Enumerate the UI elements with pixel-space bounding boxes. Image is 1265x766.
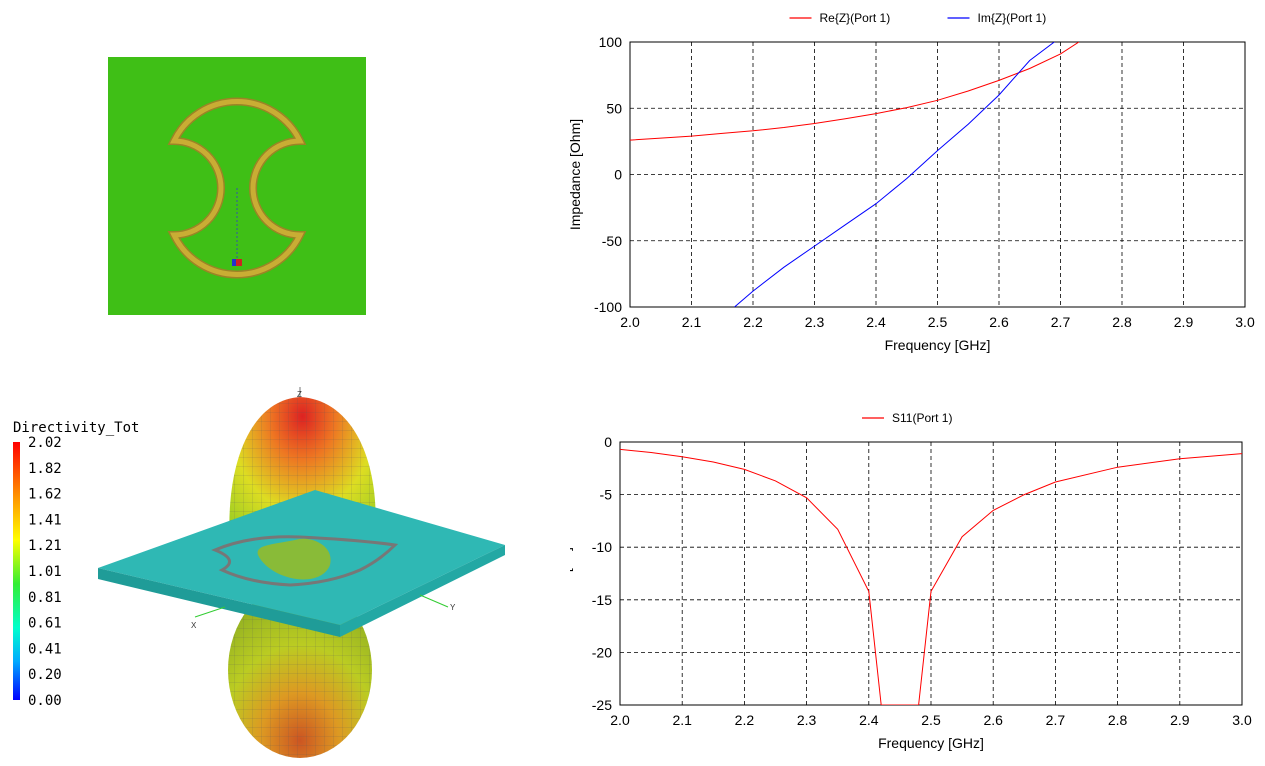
s11-x-tick-label: 2.9 (1170, 712, 1190, 728)
ring-outline (211, 535, 399, 587)
pattern-svg: Directivity_Tot 2.02 1.82 1.62 1.41 1.21 1.01… (13, 387, 505, 758)
board-edge-front (98, 568, 340, 637)
colorbar (13, 442, 20, 700)
colorbar-tick-label: 1.41 (28, 512, 62, 528)
impedance-x-tick-label: 2.7 (1051, 314, 1071, 330)
s11-x-tick-label: 2.7 (1046, 712, 1066, 728)
impedance-x-tick-label: 2.0 (620, 314, 640, 330)
s11-y-tick-label: -25 (592, 697, 612, 713)
s11-y-tick-label: -5 (600, 487, 613, 503)
colorbar-tick-label: 2.02 (28, 435, 62, 451)
impedance-x-tick-label: 2.5 (928, 314, 948, 330)
colorbar-tick-label: 1.62 (28, 487, 62, 503)
colorbar-tick-label: 0.81 (28, 590, 62, 606)
impedance-x-tick-label: 2.1 (682, 314, 702, 330)
impedance-chart: 2.0 2.1 2.2 2.3 2.4 2.5 2.6 2.7 2.8 2.9 3.0 100 50 0 -… (567, 0, 1265, 372)
colorbar-tick-label: 0.61 (28, 616, 62, 632)
x-axis-label: X (191, 621, 197, 630)
s11-x-tick-label: 2.8 (1108, 712, 1128, 728)
board-edge-side (340, 545, 505, 637)
colorbar-tick-label: 1.01 (28, 564, 62, 580)
impedance-x-tick-label: 2.8 (1112, 314, 1132, 330)
s11-chart: 2.0 2.1 2.2 2.3 2.4 2.5 2.6 2.7 2.8 2.9 3.0 0 -5 -10 -… (557, 396, 1265, 761)
s11-y-tick-label: -20 (592, 644, 612, 660)
impedance-x-tick-label: 2.9 (1174, 314, 1194, 330)
s11-x-tick-label: 2.5 (921, 712, 941, 728)
s11-x-axis-label: Frequency [GHz] (878, 735, 984, 751)
ring-trace (167, 97, 307, 279)
x-axis (194, 606, 226, 618)
z-axis-label: Z (297, 390, 302, 399)
colorbar-tick-label: 1.82 (28, 461, 62, 477)
impedance-y-tick-label: -100 (594, 299, 622, 315)
port-marker-blue (232, 259, 236, 266)
impedance-x-tick-label: 2.4 (866, 314, 886, 330)
impedance-chart-svg: 2.0 2.1 2.2 2.3 2.4 2.5 2.6 2.7 2.8 2.9 3.0 100 50 0 -… (567, 11, 1255, 353)
s11-y-tick-label: -10 (592, 539, 612, 555)
colorbar-tick-label: 1.21 (28, 538, 62, 554)
impedance-y-tick-label: 100 (599, 34, 623, 50)
impedance-y-tick-label: -50 (602, 233, 622, 249)
impedance-x-tick-label: 2.2 (743, 314, 763, 330)
impedance-series-line-0 (630, 42, 1080, 141)
radiation-pattern-view: Directivity_Tot 2.02 1.82 1.62 1.41 1.21 1.01… (0, 385, 560, 761)
impedance-legend-label-0: Re{Z}(Port 1) (820, 11, 891, 25)
impedance-x-tick-label: 2.3 (805, 314, 825, 330)
s11-x-tick-label: 3.0 (1232, 712, 1252, 728)
impedance-x-tick-label: 3.0 (1235, 314, 1255, 330)
s11-x-tick-label: 2.3 (797, 712, 817, 728)
s11-chart-svg: 2.0 2.1 2.2 2.3 2.4 2.5 2.6 2.7 2.8 2.9 3.0 0 -5 -10 -… (557, 411, 1252, 751)
impedance-x-tick-label: 2.6 (989, 314, 1009, 330)
y-axis (419, 594, 449, 608)
s11-x-tick-label: 2.4 (859, 712, 879, 728)
impedance-series-line-1 (734, 42, 1055, 307)
s11-x-tick-label: 2.0 (610, 712, 630, 728)
colorbar-tick-label: 0.20 (28, 667, 62, 683)
antenna-top-view (108, 57, 366, 315)
s11-x-tick-label: 2.1 (672, 712, 692, 728)
impedance-y-axis-label: Impedance [Ohm] (570, 119, 583, 230)
lobe-intersection (257, 538, 331, 580)
s11-x-tick-label: 2.2 (735, 712, 755, 728)
antenna-svg (108, 57, 366, 315)
s11-series-line-0 (620, 448, 1242, 705)
s11-y-axis-label: S11 [dB] (570, 547, 573, 600)
impedance-x-axis-label: Frequency [GHz] (885, 337, 991, 353)
s11-x-tick-label: 2.6 (983, 712, 1003, 728)
colorbar-tick-label: 0.41 (28, 641, 62, 657)
y-axis-label: Y (450, 603, 456, 612)
s11-plot-area (619, 441, 1243, 706)
s11-y-tick-label: 0 (604, 434, 612, 450)
s11-legend-label-0: S11(Port 1) (892, 411, 952, 425)
impedance-legend-label-1: Im{Z}(Port 1) (978, 11, 1047, 25)
s11-y-tick-label: -15 (592, 592, 612, 608)
port-marker (232, 259, 242, 266)
colorbar-title: Directivity_Tot (13, 420, 139, 436)
colorbar-ticks: 2.02 1.82 1.62 1.41 1.21 1.01 0.81 0.61 0.41 0.20… (28, 435, 62, 709)
colorbar-tick-label: 0.00 (28, 693, 62, 709)
impedance-y-tick-label: 50 (606, 100, 622, 116)
impedance-y-tick-label: 0 (614, 167, 622, 183)
